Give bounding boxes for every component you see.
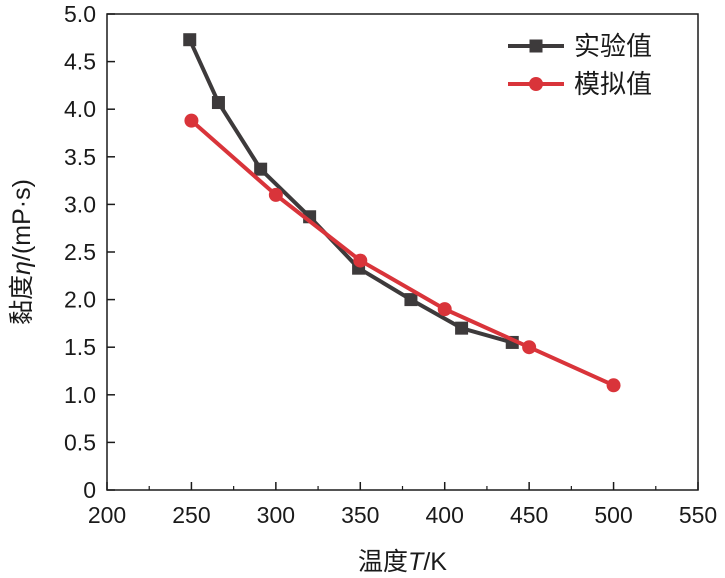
y-tick-label: 4.0 — [64, 96, 96, 122]
y-tick-label: 1.0 — [64, 382, 96, 408]
y-tick-label: 1.5 — [64, 334, 96, 360]
series-layer — [183, 33, 621, 393]
y-tick-label: 4.5 — [64, 49, 96, 75]
data-point-square — [455, 321, 469, 335]
x-tick-label: 350 — [341, 502, 379, 528]
data-point-square — [211, 96, 225, 110]
legend-label: 模拟值 — [574, 69, 652, 99]
y-tick-label: 0 — [83, 477, 96, 503]
y-axis-title-suffix: /(mP·s) — [8, 179, 36, 261]
x-tick-label: 400 — [426, 502, 464, 528]
y-tick-label: 2.0 — [64, 287, 96, 313]
data-point-circle — [606, 378, 621, 393]
series-1 — [183, 33, 519, 349]
legend-item: 实验值 — [508, 31, 652, 61]
data-point-square — [254, 162, 268, 176]
x-axis-ticks: 200 250 300 350 400 450 500 550 — [88, 482, 717, 528]
series-line — [190, 119, 615, 388]
y-axis-ticks: 0 0.5 1.0 1.5 2.0 2.5 3.0 3.5 4.0 4.5 5.0 — [64, 1, 115, 503]
data-point-circle — [437, 302, 452, 317]
y-axis-title-var: η — [8, 261, 36, 275]
x-axis-title: 温度T/K — [358, 548, 447, 576]
y-tick-label: 5.0 — [64, 1, 96, 27]
y-axis-title-prefix: 黏度 — [8, 275, 36, 325]
y-tick-label: 2.5 — [64, 239, 96, 265]
y-axis-title: 黏度η/(mP·s) — [8, 179, 36, 325]
y-tick-label: 0.5 — [64, 429, 96, 455]
data-point-circle — [353, 253, 368, 268]
data-point-circle — [268, 187, 283, 202]
x-axis-title-suffix: /K — [423, 548, 447, 576]
series-line — [187, 38, 513, 345]
series-2 — [184, 113, 621, 393]
x-tick-label: 450 — [510, 502, 548, 528]
y-tick-label: 3.0 — [64, 191, 96, 217]
x-tick-label: 300 — [257, 502, 295, 528]
x-tick-label: 500 — [594, 502, 632, 528]
x-axis-title-var: T — [408, 548, 425, 576]
x-tick-label: 200 — [88, 502, 126, 528]
legend-label: 实验值 — [574, 31, 652, 61]
legend-item: 模拟值 — [508, 69, 652, 99]
data-point-circle — [184, 113, 199, 128]
data-point-square — [183, 33, 197, 47]
x-axis-title-prefix: 温度 — [358, 548, 408, 576]
x-tick-label: 550 — [679, 502, 717, 528]
y-tick-label: 3.5 — [64, 144, 96, 170]
data-point-circle — [522, 340, 537, 355]
legend-square-marker — [529, 39, 543, 53]
x-tick-label: 250 — [172, 502, 210, 528]
legend-circle-marker — [529, 77, 543, 91]
data-point-square — [404, 293, 418, 307]
